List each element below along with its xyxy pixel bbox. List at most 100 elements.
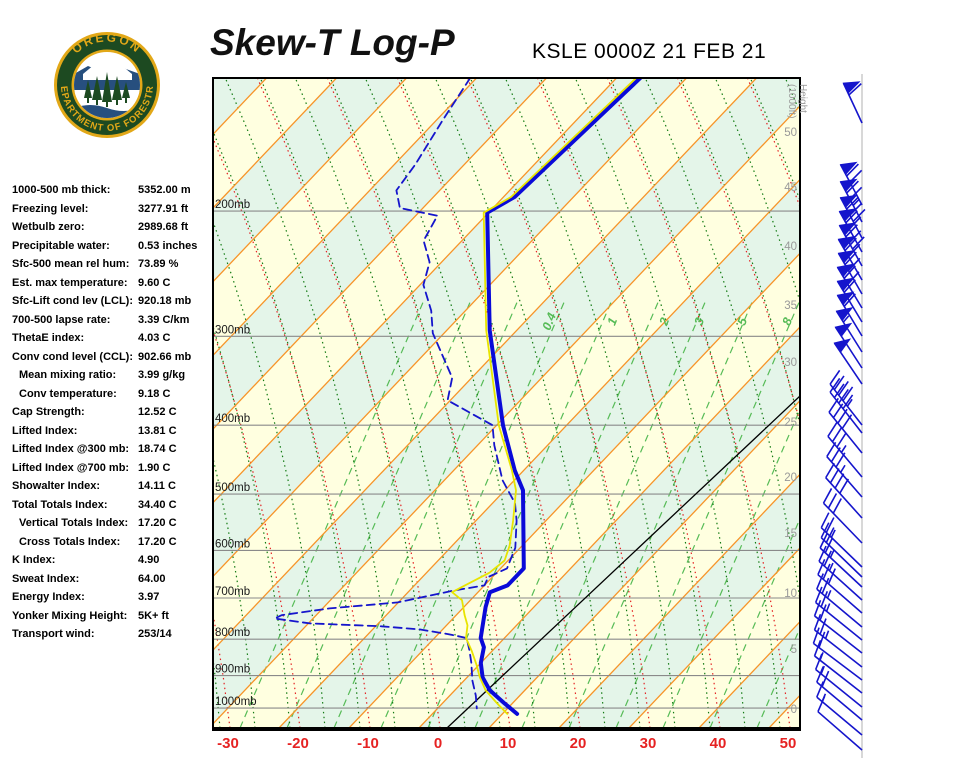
index-value: 64.00: [138, 572, 166, 585]
moist-adiabat: [213, 455, 256, 728]
barb-flag: [837, 235, 856, 250]
index-row: Sfc-500 mean rel hum: 73.89 %: [12, 258, 212, 277]
barb-full: [823, 550, 832, 567]
wind-barb: [817, 559, 863, 614]
moist-adiabat: [259, 78, 431, 728]
isotherm-line: [278, 178, 800, 728]
temperature-tick-label: 10: [500, 735, 517, 752]
barb-staff: [828, 411, 863, 454]
barb-flag: [834, 322, 853, 338]
index-row: Sfc-Lift cond lev (LCL): 920.18 mb: [12, 295, 212, 314]
index-label: Lifted Index:: [12, 424, 78, 437]
index-row: Conv temperature: 9.18 C: [12, 388, 212, 407]
index-label: ThetaE index:: [12, 332, 85, 344]
barb-flag: [842, 81, 861, 94]
freezing-line: [446, 395, 800, 728]
height-tick-label: 20: [784, 472, 797, 484]
station-time-label: KSLE 0000Z 21 FEB 21: [532, 40, 767, 63]
barb-full: [832, 498, 842, 514]
barb-full: [816, 666, 824, 683]
mixing-ratio-line: [756, 626, 800, 728]
index-value: 73.89 %: [138, 258, 179, 270]
index-label: Vertical Totals Index:: [19, 517, 129, 529]
index-row: Energy Index: 3.97: [12, 591, 212, 610]
index-value: 3.97: [138, 591, 160, 603]
isotherm-line: [213, 78, 687, 578]
barb-full: [813, 599, 822, 617]
barb-flag: [839, 161, 858, 176]
mixing-ratio-line: [380, 299, 566, 728]
index-label: Wetbulb zero:: [12, 221, 85, 233]
index-row: K Index: 4.90: [12, 554, 212, 573]
barb-flag: [836, 263, 855, 278]
temperature-tick-label: 20: [570, 735, 587, 752]
mixing-ratio-label: 8: [779, 316, 795, 328]
wetbulb-line: [451, 78, 637, 715]
barb-full: [812, 627, 820, 644]
barb-full: [818, 545, 827, 562]
barb-staff: [815, 668, 863, 708]
wind-barb: [813, 599, 863, 654]
pressure-label: 400mb: [215, 413, 250, 425]
mixing-ratio-line: [568, 299, 754, 728]
moist-adiabat: [399, 78, 571, 728]
odf-logo: OREGON DEPARTMENT OF FORESTRY: [50, 28, 160, 138]
barb-full: [827, 421, 838, 437]
moist-adiabat: [364, 78, 536, 728]
index-label: Total Totals Index:: [12, 498, 108, 511]
index-label: Sfc-Lift cond lev (LCL):: [12, 295, 133, 307]
wind-barb: [814, 586, 863, 641]
index-label: Sweat Index:: [12, 572, 80, 585]
moist-adiabat: [574, 78, 746, 728]
moist-adiabat: [504, 78, 676, 728]
barb-full: [841, 414, 853, 430]
barb-full: [816, 681, 824, 698]
index-row: Lifted Index: 13.81 C: [12, 425, 212, 444]
mixing-ratio-lines: [239, 299, 800, 728]
pressure-gridlines: [213, 210, 800, 709]
index-row: Yonker Mixing Height: 5K+ ft: [12, 610, 212, 629]
wind-barb: [825, 462, 863, 519]
pressure-label: 700mb: [215, 586, 250, 598]
index-value: 9.60 C: [138, 276, 171, 289]
height-tick-label: 45: [784, 182, 797, 194]
barb-full: [816, 573, 824, 590]
barb-half: [839, 464, 846, 473]
barb-half: [829, 549, 835, 558]
pressure-label: 600mb: [215, 538, 250, 550]
barb-full: [834, 473, 845, 489]
barb-staff: [814, 655, 863, 694]
page-title: Skew-T Log-P: [210, 22, 455, 63]
barb-full: [826, 441, 837, 457]
barb-full: [844, 237, 857, 252]
wind-barb: [837, 249, 863, 295]
barb-full: [837, 408, 848, 424]
wind-barb: [817, 696, 863, 751]
wind-barb: [822, 488, 863, 544]
isotherm-line: [213, 78, 617, 504]
wind-barb: [812, 627, 863, 681]
moist-adiabat: [213, 129, 361, 728]
wind-barb: [826, 441, 863, 498]
barb-full: [827, 568, 836, 585]
wind-barb: [836, 277, 863, 323]
moist-adiabat: [213, 220, 326, 728]
barb-full: [839, 478, 850, 494]
index-value: 3.99 g/kg: [138, 369, 186, 381]
wetbulb-trace: [451, 78, 637, 715]
index-value: 4.90: [138, 554, 160, 566]
barb-full: [819, 618, 827, 635]
index-row: Wetbulb zero: 2989.68 ft: [12, 221, 212, 240]
barb-staff: [816, 588, 863, 628]
barb-flag: [838, 208, 857, 222]
barb-flag: [833, 338, 852, 354]
index-row: Transport wind: 253/14: [12, 628, 212, 647]
wind-barb: [816, 573, 863, 628]
barb-half: [830, 529, 836, 538]
index-value: 2989.68 ft: [138, 221, 189, 233]
isotherm-line: [0, 78, 197, 728]
mixing-ratio-label: 3: [691, 316, 707, 328]
index-label: Cross Totals Index:: [19, 535, 121, 548]
index-row: Mean mixing ratio: 3.99 g/kg: [12, 369, 212, 388]
index-value: 920.18 mb: [138, 295, 192, 307]
